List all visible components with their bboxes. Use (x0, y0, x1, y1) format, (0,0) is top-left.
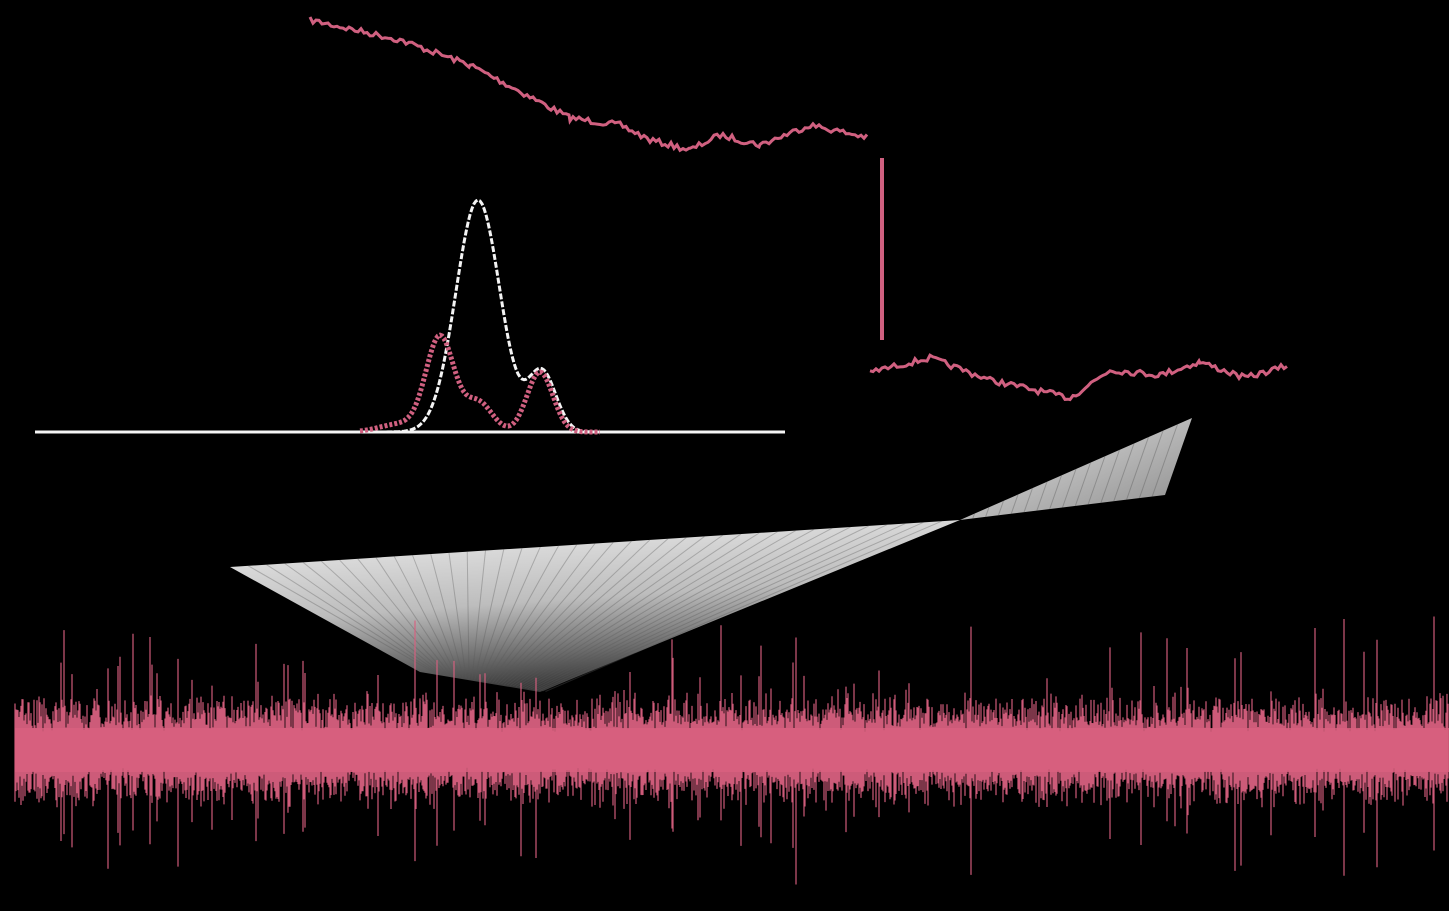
surface-line (512, 533, 742, 687)
surface-line (339, 559, 449, 676)
surface-line (1100, 449, 1120, 503)
surface-line (1087, 456, 1106, 505)
surface-line (1049, 475, 1062, 510)
surface-line (486, 544, 578, 682)
surface-line (542, 521, 924, 692)
surface-line (474, 549, 505, 680)
surface-right (960, 418, 1192, 520)
surface-line (997, 500, 1004, 516)
surface-line (480, 546, 541, 681)
surface-line (320, 560, 446, 675)
surface-line (530, 526, 851, 690)
surface-line (985, 507, 990, 518)
pink-peak (359, 332, 600, 435)
signal-top (308, 16, 869, 153)
surface-line (466, 551, 470, 679)
surface-line (266, 564, 437, 674)
surface-line (1062, 468, 1077, 508)
surface-line (495, 540, 632, 684)
white-peak (330, 198, 620, 434)
surface-line (533, 525, 869, 690)
surface-line (412, 555, 461, 678)
surface-line (536, 524, 888, 691)
surface-line (527, 527, 833, 689)
surface-line (1036, 481, 1048, 511)
surface-line (1126, 436, 1149, 500)
surface-line (972, 513, 975, 519)
surface-line (501, 538, 669, 685)
surface-line (1138, 430, 1164, 499)
surface-line (515, 532, 760, 687)
surface-line (284, 563, 440, 674)
surface-line (509, 534, 724, 686)
surface-line (506, 536, 705, 686)
surface-line (539, 523, 906, 691)
surface-line (545, 520, 942, 692)
surface-line (430, 553, 464, 678)
surface-line (1023, 487, 1033, 513)
surface-line (1010, 494, 1019, 514)
surface-line (393, 556, 458, 677)
surface-line (483, 545, 559, 682)
surface-line (357, 558, 452, 676)
surface-line (524, 528, 815, 689)
surface-line (1074, 462, 1091, 507)
surface-line (521, 530, 796, 688)
surface-line (302, 561, 443, 675)
signal-right (869, 353, 1288, 402)
surface-line (248, 565, 434, 673)
surface-line (448, 552, 467, 679)
surface-left (230, 520, 960, 692)
surface-line (471, 550, 486, 680)
surface-grid (248, 424, 1178, 692)
surface-line (1113, 443, 1135, 502)
noise-core (15, 728, 1449, 772)
surface-line (489, 543, 596, 683)
surface-line (1151, 424, 1178, 497)
surface-line (518, 531, 778, 688)
surface-line (503, 537, 687, 685)
surface-line (498, 539, 651, 684)
surface-line (375, 557, 455, 677)
surface-line (477, 548, 523, 681)
surface-line (492, 541, 614, 683)
